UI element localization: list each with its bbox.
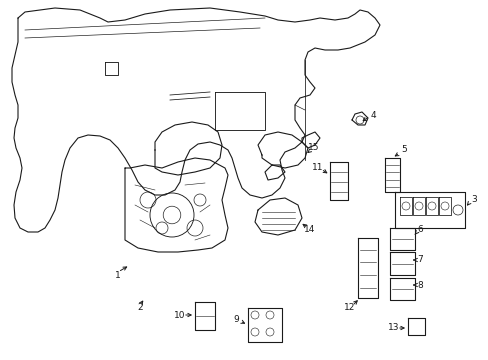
Text: 3: 3 <box>470 195 476 204</box>
Text: 9: 9 <box>233 315 238 324</box>
Text: 15: 15 <box>307 144 319 153</box>
Text: 12: 12 <box>344 303 355 312</box>
Text: 1: 1 <box>115 270 121 279</box>
Text: 6: 6 <box>416 225 422 234</box>
Text: 14: 14 <box>304 225 315 234</box>
Text: 13: 13 <box>387 324 399 333</box>
Text: 5: 5 <box>400 145 406 154</box>
Text: 4: 4 <box>369 111 375 120</box>
Text: 8: 8 <box>416 280 422 289</box>
Text: 7: 7 <box>416 256 422 265</box>
Text: 11: 11 <box>312 163 323 172</box>
Text: 10: 10 <box>174 310 185 320</box>
Text: 2: 2 <box>137 303 142 312</box>
